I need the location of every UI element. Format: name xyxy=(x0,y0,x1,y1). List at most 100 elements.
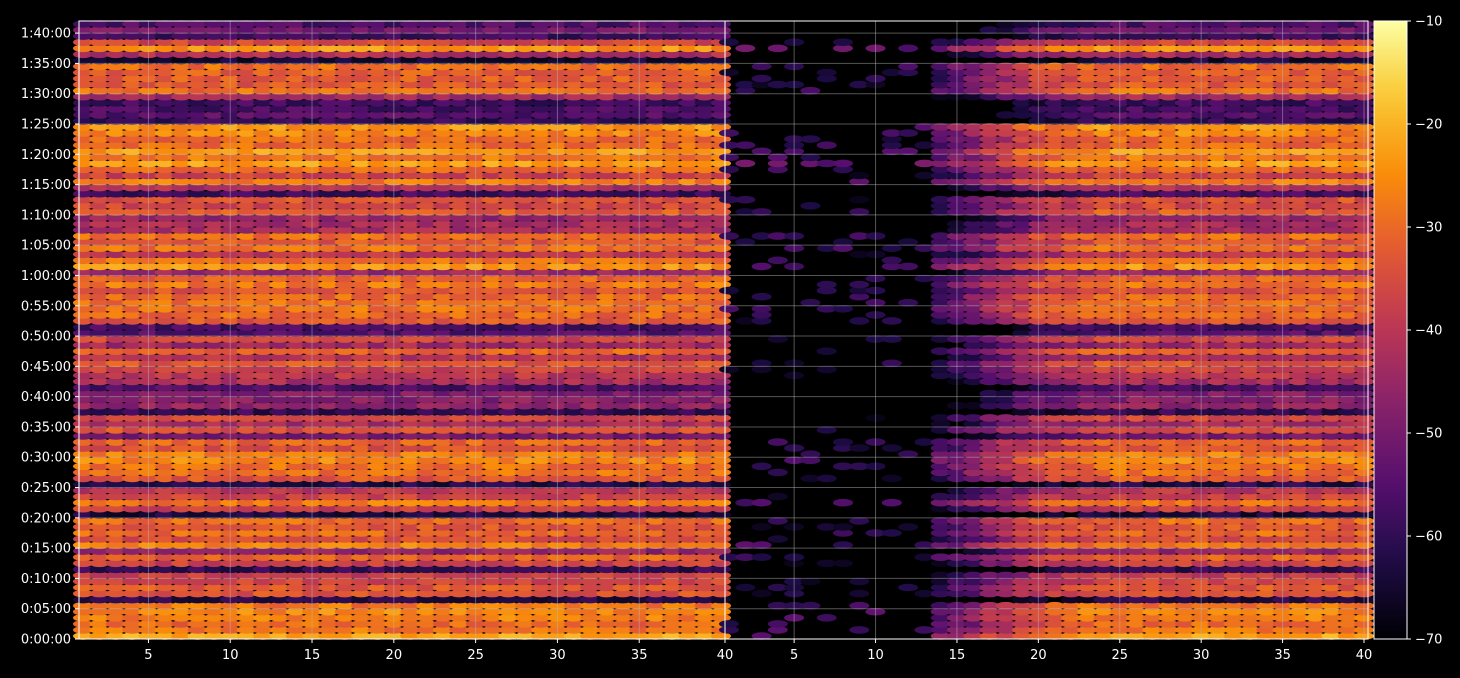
heatmap-cell xyxy=(203,347,224,356)
heatmap-cell xyxy=(285,498,306,507)
heatmap-cell xyxy=(612,614,633,622)
heatmap-cell xyxy=(482,541,502,549)
heatmap-cell xyxy=(105,389,126,398)
heatmap-cell xyxy=(629,468,650,477)
heatmap-cell xyxy=(89,504,110,513)
heatmap-cell xyxy=(465,359,486,368)
heatmap-cell xyxy=(171,438,192,446)
heatmap-cell xyxy=(73,456,93,465)
heatmap-cell xyxy=(154,414,175,422)
heatmap-cell xyxy=(269,535,290,543)
heatmap-cell xyxy=(318,420,339,428)
heatmap-cell xyxy=(563,589,584,598)
heatmap-cell xyxy=(416,620,437,628)
heatmap-cell xyxy=(105,401,126,410)
heatmap-cell xyxy=(531,341,552,349)
heatmap-cell xyxy=(302,523,322,531)
heatmap-cell xyxy=(514,517,535,525)
heatmap-cell xyxy=(416,341,437,349)
heatmap-cell xyxy=(367,541,388,549)
heatmap-cell xyxy=(73,317,93,325)
heatmap-cell xyxy=(580,486,601,495)
heatmap-cell xyxy=(220,523,241,531)
heatmap-cell xyxy=(89,535,110,543)
heatmap-cell xyxy=(465,408,486,416)
heatmap-cell xyxy=(334,541,355,549)
heatmap-cell xyxy=(154,335,175,343)
heatmap-cell xyxy=(252,450,273,459)
heatmap-cell xyxy=(220,535,241,543)
heatmap-cell xyxy=(269,583,290,592)
heatmap-cell xyxy=(383,571,404,580)
heatmap-cell xyxy=(203,329,224,337)
heatmap-cell xyxy=(629,414,650,422)
heatmap-cell xyxy=(694,614,715,622)
heatmap-cell xyxy=(563,377,584,386)
heatmap-cell xyxy=(596,486,617,495)
heatmap-cell xyxy=(138,317,159,325)
heatmap-cell xyxy=(465,559,486,568)
heatmap-cell xyxy=(318,341,339,349)
heatmap-cell xyxy=(612,456,633,465)
heatmap-cell xyxy=(318,462,339,471)
heatmap-cell xyxy=(269,426,290,434)
heatmap-cell xyxy=(547,456,568,465)
heatmap-cell xyxy=(318,504,339,513)
heatmap-cell xyxy=(154,547,175,555)
heatmap-cell xyxy=(269,541,290,549)
heatmap-cell xyxy=(252,620,273,628)
heatmap-cell xyxy=(580,353,601,362)
heatmap-cell xyxy=(531,589,552,598)
heatmap-cell xyxy=(269,498,290,507)
heatmap-cell xyxy=(678,359,699,368)
heatmap-cell xyxy=(285,468,306,477)
heatmap-cell xyxy=(187,401,208,410)
heatmap-cell xyxy=(498,607,519,616)
heatmap-cell xyxy=(122,426,143,434)
heatmap-cell xyxy=(531,468,552,477)
heatmap-cell xyxy=(334,353,355,362)
heatmap-cell xyxy=(89,420,110,428)
heatmap-cell xyxy=(122,389,143,398)
heatmap-cell xyxy=(334,535,355,543)
heatmap-cell xyxy=(547,529,568,537)
heatmap-cell xyxy=(482,395,502,404)
heatmap-cell xyxy=(400,426,421,434)
heatmap-cell xyxy=(318,620,339,628)
heatmap-cell xyxy=(547,632,568,640)
heatmap-cell xyxy=(661,553,682,561)
heatmap-cell xyxy=(400,347,421,356)
heatmap-cell xyxy=(400,420,421,428)
heatmap-cell xyxy=(285,456,306,465)
heatmap-cell xyxy=(432,583,453,592)
heatmap-cell xyxy=(563,389,584,398)
heatmap-cell xyxy=(154,553,175,561)
heatmap-cell xyxy=(351,444,372,452)
heatmap-cell xyxy=(285,383,306,392)
heatmap-cell xyxy=(171,365,192,374)
heatmap-cell xyxy=(334,571,355,580)
heatmap-cell xyxy=(105,607,126,616)
heatmap-cell xyxy=(547,414,568,422)
heatmap-cell xyxy=(351,620,372,628)
heatmap-cell xyxy=(482,626,502,634)
heatmap-cell xyxy=(318,365,339,374)
heatmap-cell xyxy=(73,383,93,392)
heatmap-cell xyxy=(334,601,355,610)
heatmap-cell xyxy=(105,541,126,549)
heatmap-cell xyxy=(514,474,535,483)
heatmap-cell xyxy=(383,383,404,392)
heatmap-cell xyxy=(416,462,437,471)
heatmap-cell xyxy=(531,444,552,452)
heatmap-cell xyxy=(531,408,552,416)
heatmap-cell xyxy=(187,620,208,628)
heatmap-cell xyxy=(154,480,175,489)
heatmap-cell xyxy=(596,480,617,489)
heatmap-cell xyxy=(383,438,404,446)
heatmap-cell xyxy=(432,395,453,404)
heatmap-cell xyxy=(612,571,633,580)
heatmap-cell xyxy=(645,474,666,483)
heatmap-cell xyxy=(678,426,699,434)
heatmap-cell xyxy=(482,414,502,422)
heatmap-cell xyxy=(302,323,322,331)
